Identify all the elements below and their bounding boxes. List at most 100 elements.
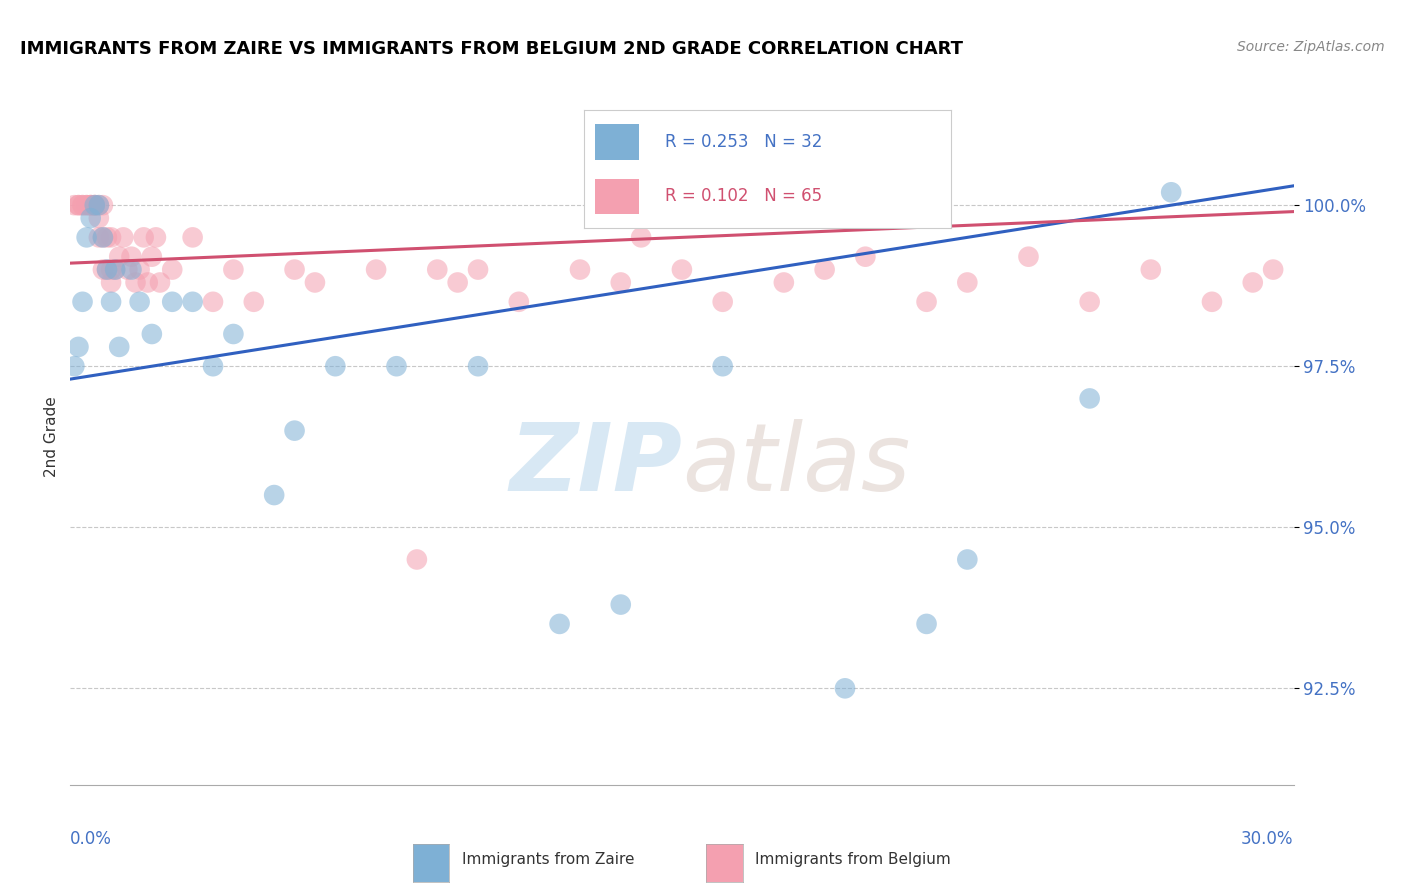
Text: 30.0%: 30.0% <box>1241 830 1294 847</box>
Point <box>610 598 633 612</box>
Point <box>447 276 470 290</box>
Point <box>1263 262 1285 277</box>
Text: atlas: atlas <box>682 419 910 510</box>
Point <box>915 294 938 309</box>
Point <box>83 198 105 212</box>
Point <box>108 250 131 264</box>
Point <box>304 276 326 290</box>
Point <box>141 250 163 264</box>
Point <box>323 359 347 374</box>
Point <box>108 340 131 354</box>
Point <box>63 359 86 374</box>
Text: IMMIGRANTS FROM ZAIRE VS IMMIGRANTS FROM BELGIUM 2ND GRADE CORRELATION CHART: IMMIGRANTS FROM ZAIRE VS IMMIGRANTS FROM… <box>20 40 963 58</box>
Point <box>813 262 835 277</box>
Point <box>1018 250 1040 264</box>
Point <box>915 616 938 631</box>
Point <box>202 294 225 309</box>
Point <box>426 262 449 277</box>
Point <box>711 359 734 374</box>
Point <box>162 262 183 277</box>
Point <box>284 262 307 277</box>
Point <box>467 262 489 277</box>
Point <box>91 230 114 244</box>
Point <box>112 230 135 244</box>
Point <box>136 276 159 290</box>
Point <box>181 294 204 309</box>
Point <box>76 198 98 212</box>
Point <box>100 276 122 290</box>
Point <box>956 276 979 290</box>
Point <box>263 488 285 502</box>
Point <box>145 230 167 244</box>
Point <box>76 198 98 212</box>
Point <box>79 198 103 212</box>
Point <box>128 262 150 277</box>
Point <box>243 294 266 309</box>
Point <box>72 198 94 212</box>
Point <box>121 262 143 277</box>
Point <box>773 276 796 290</box>
Point <box>104 262 127 277</box>
Point <box>67 198 90 212</box>
Point <box>117 262 139 277</box>
Point <box>1139 262 1161 277</box>
Y-axis label: 2nd Grade: 2nd Grade <box>44 397 59 477</box>
Text: Source: ZipAtlas.com: Source: ZipAtlas.com <box>1237 40 1385 54</box>
Point <box>87 198 110 212</box>
Point <box>79 198 103 212</box>
Point <box>128 294 150 309</box>
Point <box>508 294 530 309</box>
Text: ZIP: ZIP <box>509 419 682 511</box>
Point <box>1241 276 1264 290</box>
Point <box>956 552 979 566</box>
Point <box>121 250 143 264</box>
Point <box>1078 294 1101 309</box>
Point <box>91 230 114 244</box>
Point <box>671 262 693 277</box>
Point <box>104 262 127 277</box>
Point <box>132 230 155 244</box>
Point <box>87 198 110 212</box>
Point <box>181 230 204 244</box>
Point <box>568 262 592 277</box>
Point <box>83 198 105 212</box>
Point <box>67 340 90 354</box>
Point <box>1160 186 1182 200</box>
Point <box>83 198 105 212</box>
Point <box>162 294 183 309</box>
Point <box>1201 294 1223 309</box>
Point <box>149 276 172 290</box>
Point <box>141 326 163 341</box>
Point <box>366 262 388 277</box>
Point <box>1078 392 1101 406</box>
Point <box>124 276 146 290</box>
Point <box>100 262 122 277</box>
Point <box>79 198 103 212</box>
Point <box>467 359 489 374</box>
Point <box>406 552 429 566</box>
Point <box>100 230 122 244</box>
Text: Immigrants from Belgium: Immigrants from Belgium <box>755 852 950 867</box>
Point <box>72 294 94 309</box>
Point <box>63 198 86 212</box>
Point <box>222 262 245 277</box>
Point <box>855 250 877 264</box>
Point <box>87 211 110 225</box>
Point <box>83 198 105 212</box>
Text: Immigrants from Zaire: Immigrants from Zaire <box>461 852 634 867</box>
Point <box>385 359 408 374</box>
Point <box>91 262 114 277</box>
Point <box>96 230 118 244</box>
Point <box>87 230 110 244</box>
Point <box>222 326 245 341</box>
Point <box>711 294 734 309</box>
Text: 0.0%: 0.0% <box>70 830 112 847</box>
Point <box>548 616 571 631</box>
Point <box>630 230 652 244</box>
Point <box>610 276 633 290</box>
Point <box>100 294 122 309</box>
Point <box>284 424 307 438</box>
Point <box>79 211 103 225</box>
Point <box>834 681 856 696</box>
Point <box>91 198 114 212</box>
